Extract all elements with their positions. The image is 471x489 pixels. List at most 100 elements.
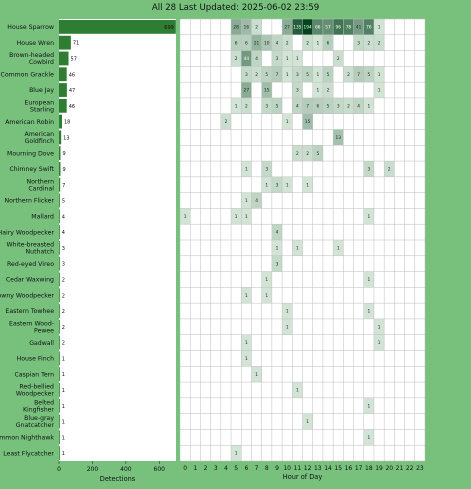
bar xyxy=(59,414,60,429)
hour-tick-label: 10 xyxy=(283,465,291,472)
heat-cell xyxy=(282,66,293,83)
bar xyxy=(59,20,176,34)
bar xyxy=(59,319,60,334)
heat-cell xyxy=(353,34,364,51)
heat-cell xyxy=(363,34,374,51)
heat-cell xyxy=(251,50,262,67)
heat-cell xyxy=(282,50,293,67)
heat-cell-value: 5 xyxy=(306,72,309,78)
heat-cell xyxy=(231,208,242,225)
heat-cell xyxy=(312,82,323,98)
heat-cell xyxy=(302,97,313,114)
species-label: Downy Woodpecker xyxy=(0,292,54,299)
species-label: Blue-gray xyxy=(24,415,54,422)
heat-cell-value: 3 xyxy=(265,167,268,173)
heat-cell-value: 3 xyxy=(337,103,340,109)
bar xyxy=(59,351,60,366)
species-label: European xyxy=(25,100,55,107)
heat-cell xyxy=(241,161,252,177)
heat-cell xyxy=(373,34,385,51)
heat-cell-value: 194 xyxy=(304,24,312,30)
species-label: Red-bellied xyxy=(19,384,54,391)
bar xyxy=(59,367,60,382)
heat-cell-value: 1 xyxy=(245,198,248,204)
hour-tick-label: 14 xyxy=(324,465,332,472)
heat-cell-value: 1 xyxy=(337,245,340,251)
heat-cell xyxy=(333,19,344,35)
heat-cell xyxy=(322,34,334,51)
heat-cell-value: 5 xyxy=(327,72,330,78)
bar-value-label: 1 xyxy=(62,404,65,410)
species-label: Eastern Wood- xyxy=(9,321,54,328)
heat-cell xyxy=(302,145,313,162)
heat-cell xyxy=(282,176,293,193)
heat-cell xyxy=(241,350,252,367)
heat-cell xyxy=(363,271,374,288)
species-label: Gadwall xyxy=(29,340,54,347)
heat-cell-value: 1 xyxy=(306,419,309,425)
heat-cell xyxy=(302,413,313,430)
heat-cell xyxy=(363,397,374,414)
heat-cell xyxy=(271,66,283,83)
heat-cell-value: 66 xyxy=(315,24,321,30)
heat-cell-value: 41 xyxy=(356,24,362,30)
species-label: Cardinal xyxy=(28,185,54,192)
heat-cell-value: 1 xyxy=(367,277,370,283)
heat-cell xyxy=(231,445,242,461)
species-label: Blue Jay xyxy=(29,87,54,94)
heat-cell-value: 1 xyxy=(245,356,248,362)
heat-cell xyxy=(302,19,313,35)
heat-cell-value: 2 xyxy=(378,40,381,46)
heat-cell xyxy=(312,19,323,35)
bar-value-label: 9 xyxy=(63,151,66,157)
heat-cell-value: 44 xyxy=(244,56,250,62)
x-tick-label: 400 xyxy=(120,466,132,473)
heat-cell-value: 1 xyxy=(286,72,289,78)
bar-value-label: 1 xyxy=(62,435,65,441)
hour-tick-label: 17 xyxy=(355,465,363,472)
heat-cell xyxy=(363,303,374,319)
heat-cell-value: 3 xyxy=(367,167,370,173)
heat-cell-value: 2 xyxy=(296,151,299,157)
bar xyxy=(59,272,60,287)
heat-cell xyxy=(220,113,232,130)
heat-cell xyxy=(241,334,252,351)
heat-cell xyxy=(353,19,364,35)
bar-value-label: 9 xyxy=(63,167,66,173)
heat-cell xyxy=(353,66,364,83)
species-label: Nuthatch xyxy=(26,249,55,256)
hour-tick-label: 19 xyxy=(375,465,383,472)
heat-cell xyxy=(241,50,252,67)
hour-tick-label: 4 xyxy=(224,465,228,472)
heat-cell xyxy=(343,66,354,83)
hour-tick-label: 11 xyxy=(294,465,302,472)
heat-cell-value: 1 xyxy=(367,103,370,109)
heat-cell xyxy=(363,97,374,114)
species-label: Cowbird xyxy=(29,59,54,66)
heat-cell xyxy=(251,19,262,35)
heat-cell xyxy=(333,240,344,256)
bar-value-label: 699 xyxy=(164,25,174,31)
heat-cell xyxy=(261,34,272,51)
heat-cell xyxy=(333,129,344,146)
heat-cell xyxy=(241,34,252,51)
heat-cell xyxy=(312,66,323,83)
heat-cell-value: 1 xyxy=(378,88,381,94)
heat-cell xyxy=(292,82,303,98)
heat-cell xyxy=(363,19,374,35)
heat-cell-value: 2 xyxy=(225,119,228,125)
heat-cell-value: 5 xyxy=(316,151,319,157)
heat-cell-value: 1 xyxy=(367,214,370,220)
heat-cell-value: 3 xyxy=(265,103,268,109)
heat-cell xyxy=(271,255,283,272)
heat-cell xyxy=(231,97,242,114)
heat-cell-value: 1 xyxy=(245,340,248,346)
heat-cell-value: 3 xyxy=(296,72,299,78)
heat-cell xyxy=(251,366,262,383)
species-label: Belted xyxy=(34,399,54,406)
heat-cell-value: 1 xyxy=(378,72,381,78)
heat-cell-value: 2 xyxy=(388,167,391,173)
heat-cell xyxy=(373,334,385,351)
heat-cell-value: 1 xyxy=(265,182,268,188)
heat-cell-value: 13 xyxy=(335,135,341,141)
